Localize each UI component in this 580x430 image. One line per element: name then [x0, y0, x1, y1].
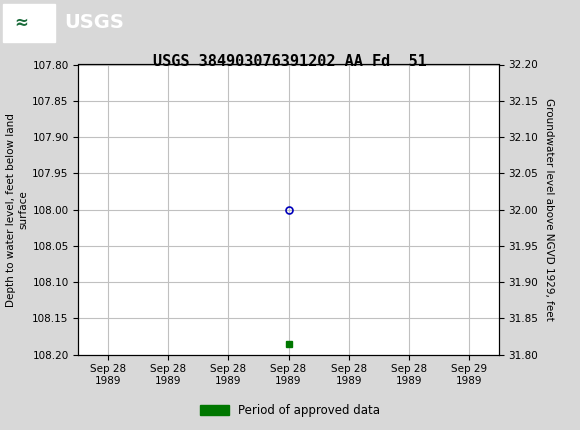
Y-axis label: Groundwater level above NGVD 1929, feet: Groundwater level above NGVD 1929, feet [544, 98, 554, 321]
Legend: Period of approved data: Period of approved data [195, 399, 385, 422]
Text: ≈: ≈ [14, 14, 28, 31]
Text: USGS 384903076391202 AA Fd  51: USGS 384903076391202 AA Fd 51 [153, 54, 427, 69]
Bar [3, 3, 55, 42]
Text: USGS: USGS [64, 13, 124, 32]
Y-axis label: Depth to water level, feet below land
surface: Depth to water level, feet below land su… [6, 113, 28, 307]
